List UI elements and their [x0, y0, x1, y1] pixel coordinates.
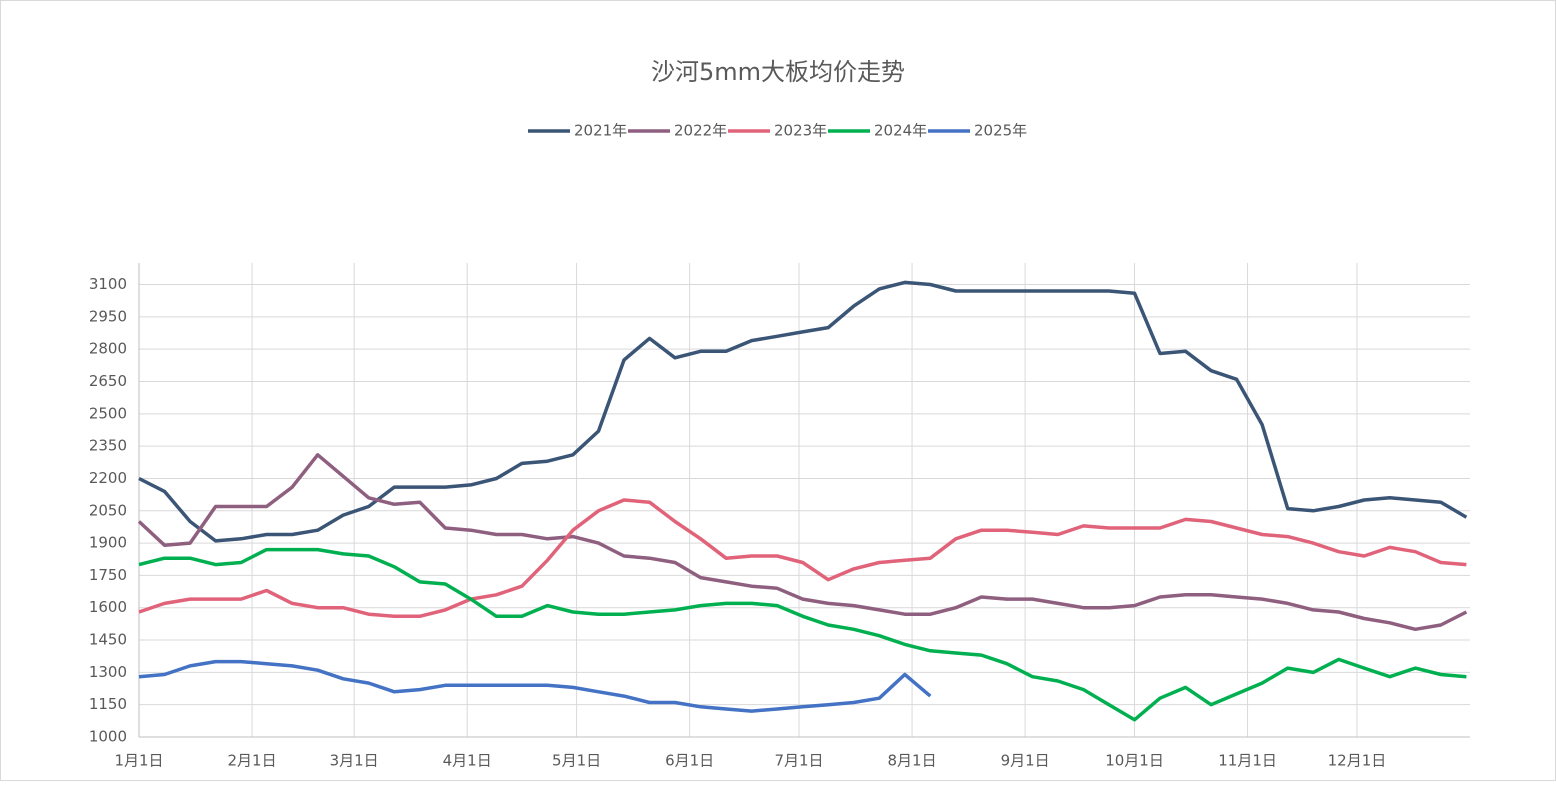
series-line — [138, 659, 932, 713]
y-tick-label: 1000 — [89, 728, 127, 746]
x-tick-label: 9月1日 — [1001, 752, 1050, 770]
x-tick-label: 3月1日 — [330, 752, 379, 770]
y-tick-label: 1900 — [89, 534, 127, 552]
y-tick-label: 1150 — [89, 695, 127, 713]
legend-label: 2021年 — [574, 122, 627, 140]
y-tick-label: 2350 — [89, 437, 127, 455]
x-tick-label: 7月1日 — [774, 752, 823, 770]
y-tick-label: 3100 — [89, 275, 127, 293]
legend-label: 2022年 — [674, 122, 727, 140]
x-tick-label: 4月1日 — [443, 752, 492, 770]
y-tick-label: 2500 — [89, 404, 127, 422]
series-line — [138, 498, 1467, 619]
series-line — [138, 547, 1467, 722]
y-tick-label: 2950 — [89, 307, 127, 325]
chart-title: 沙河5mm大板均价走势 — [651, 58, 905, 86]
x-tick-label: 10月1日 — [1105, 752, 1164, 770]
x-tick-label: 1月1日 — [114, 752, 163, 770]
y-tick-label: 2200 — [89, 469, 127, 487]
legend-label: 2023年 — [774, 122, 827, 140]
x-tick-label: 6月1日 — [665, 752, 714, 770]
x-tick-label: 12月1日 — [1328, 752, 1387, 770]
x-tick-label: 5月1日 — [552, 752, 601, 770]
series-line — [137, 453, 1468, 632]
y-tick-label: 1300 — [89, 663, 127, 681]
y-tick-label: 2650 — [89, 372, 127, 390]
y-tick-label: 1600 — [89, 598, 127, 616]
x-tick-label: 11月1日 — [1218, 752, 1277, 770]
y-tick-label: 2050 — [89, 501, 127, 519]
series-line — [138, 280, 1468, 543]
y-tick-label: 1450 — [89, 631, 127, 649]
x-tick-label: 8月1日 — [888, 752, 937, 770]
legend-label: 2024年 — [874, 122, 927, 140]
legend-label: 2025年 — [974, 122, 1027, 140]
y-tick-label: 2800 — [89, 340, 127, 358]
y-tick-label: 1750 — [89, 566, 127, 584]
x-tick-label: 2月1日 — [227, 752, 276, 770]
